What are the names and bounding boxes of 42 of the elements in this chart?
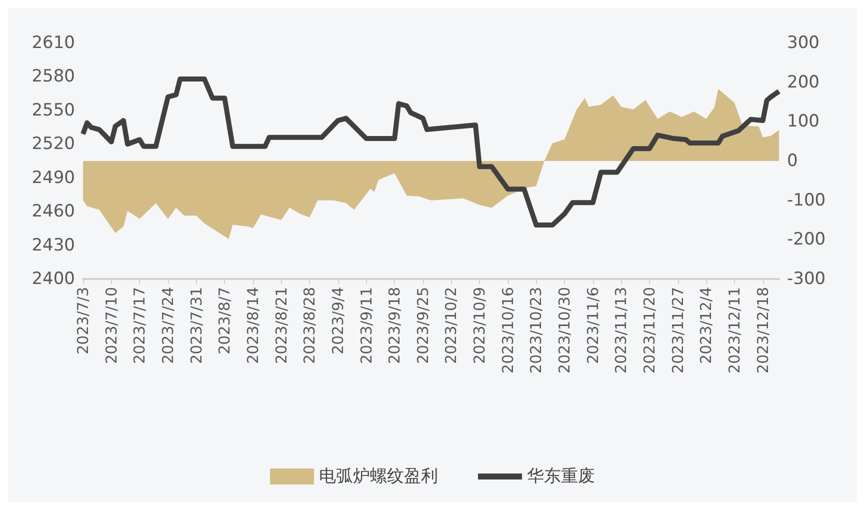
y2-tick-label: -200 [787,230,826,250]
x-tick-label: 2023/11/6 [584,287,602,364]
legend-label: 电弧炉螺纹盈利 [319,466,438,486]
x-tick-label: 2023/7/24 [158,287,177,364]
x-tick-label: 2023/9/4 [328,287,347,354]
x-tick-label: 2023/8/21 [272,287,290,364]
x-tick-label: 2023/8/28 [300,287,319,364]
x-tick-label: 2023/11/20 [640,287,659,374]
y2-tick-label: -100 [787,190,826,210]
y-tick-label: 2400 [32,269,75,289]
y-tick-label: 2490 [32,168,75,188]
x-tick-label: 2023/12/11 [725,287,744,374]
y-tick-label: 2580 [32,66,75,87]
x-tick-label: 2023/7/3 [74,287,92,354]
x-tick-label: 2023/7/31 [187,287,206,364]
x-tick-label: 2023/9/25 [414,287,432,364]
x-tick-label: 2023/9/11 [357,287,376,364]
x-tick-label: 2023/9/18 [386,287,404,364]
x-tick-label: 2023/10/2 [442,287,460,364]
y-tick-label: 2550 [32,100,75,120]
y-tick-label: 2610 [32,33,75,53]
y2-tick-label: 200 [787,72,820,92]
y2-tick-label: 0 [787,151,798,171]
x-tick-label: 2023/8/14 [244,287,262,364]
y-tick-label: 2520 [32,134,75,154]
x-tick-label: 2023/10/16 [498,287,517,374]
x-tick-label: 2023/11/27 [668,287,687,374]
x-tick-label: 2023/10/30 [556,287,574,374]
x-tick-label: 2023/12/18 [754,287,772,374]
x-tick-label: 2023/12/4 [697,287,716,364]
x-tick-label: 2023/11/13 [612,287,630,374]
legend-label: 华东重废 [527,466,595,486]
x-tick-label: 2023/10/9 [470,287,489,364]
x-tick-label: 2023/7/17 [130,287,149,364]
x-tick-label: 2023/10/23 [527,287,546,374]
y2-tick-label: 300 [787,33,820,53]
x-tick-label: 2023/8/7 [216,287,234,354]
y-tick-label: 2460 [32,202,75,222]
x-tick-label: 2023/7/10 [102,287,120,364]
y2-tick-label: -300 [787,269,826,289]
y-tick-label: 2430 [32,235,75,256]
y2-tick-label: 100 [787,112,820,132]
